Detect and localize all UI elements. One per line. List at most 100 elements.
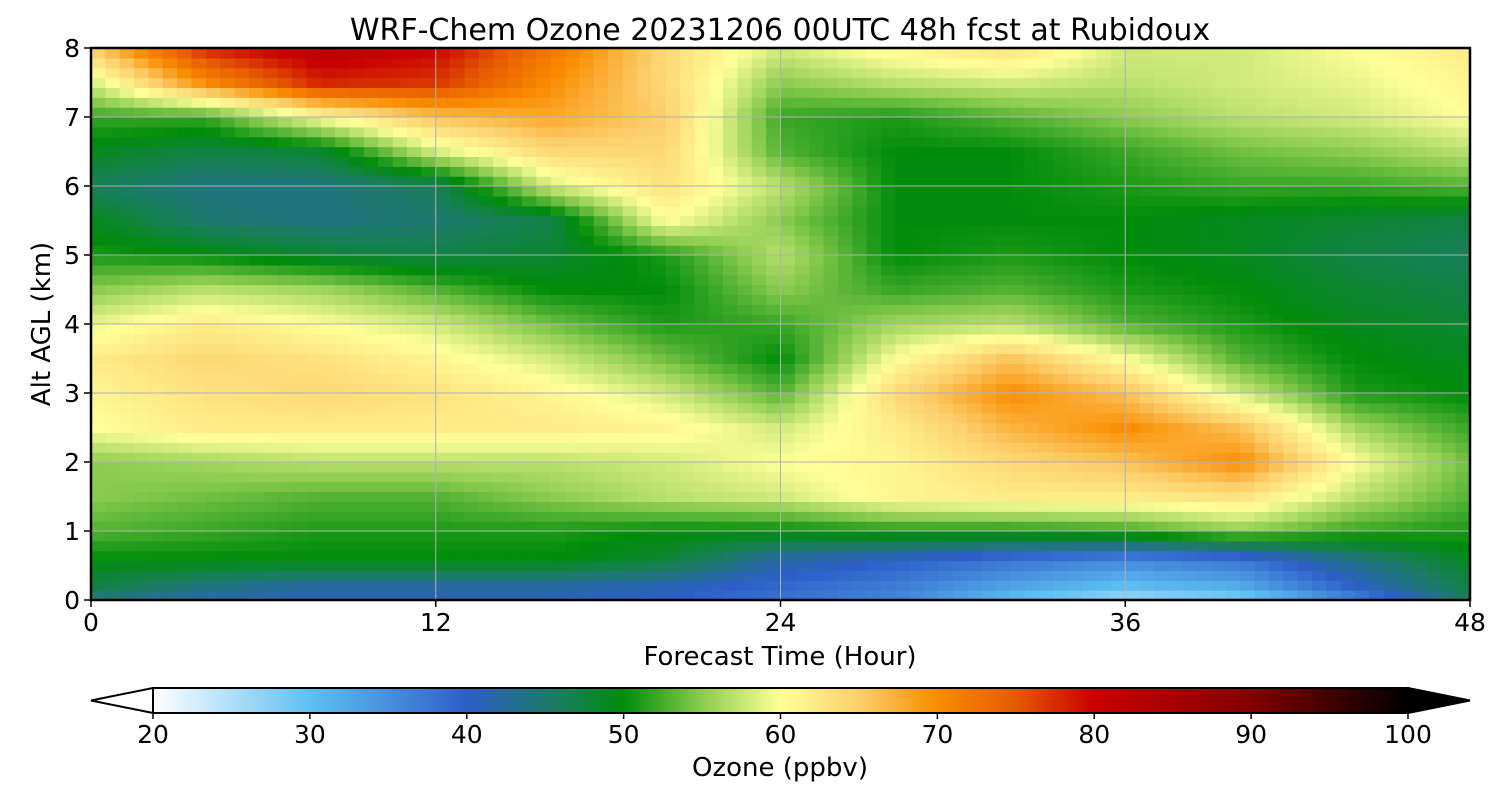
field-cell: [981, 126, 997, 138]
field-cell: [636, 166, 652, 177]
field-cell: [694, 540, 710, 552]
field-cell: [277, 343, 293, 355]
field-cell: [378, 481, 394, 493]
field-cell: [723, 304, 738, 315]
field-cell: [708, 235, 724, 246]
field-cell: [91, 550, 106, 562]
field-cell: [177, 570, 193, 581]
field-cell: [1024, 462, 1040, 473]
field-cell: [1426, 126, 1442, 138]
field-cell: [1096, 521, 1112, 532]
field-cell: [809, 511, 825, 522]
field-cell: [1139, 452, 1155, 463]
field-cell: [1254, 205, 1270, 217]
field-cell: [608, 580, 624, 591]
field-cell: [1096, 126, 1112, 138]
field-cell: [809, 314, 825, 325]
field-cell: [550, 126, 566, 138]
field-cell: [881, 343, 897, 355]
field-cell: [119, 452, 135, 463]
field-cell: [952, 255, 968, 266]
field-cell: [1096, 156, 1112, 167]
field-cell: [1283, 481, 1299, 493]
field-cell: [780, 402, 796, 414]
field-cell: [981, 156, 997, 167]
field-cell: [1225, 422, 1241, 434]
field-cell: [191, 491, 207, 503]
field-cell: [1326, 126, 1342, 138]
field-cell: [837, 363, 853, 374]
field-cell: [1297, 195, 1313, 207]
field-cell: [1096, 324, 1112, 335]
field-cell: [737, 126, 753, 138]
field-cell: [378, 580, 394, 591]
field-cell: [91, 264, 106, 276]
field-cell: [320, 245, 336, 256]
field-cell: [1283, 471, 1299, 483]
field-cell: [191, 412, 207, 424]
field-cell: [249, 540, 264, 552]
field-cell: [651, 186, 667, 197]
field-cell: [751, 195, 767, 207]
field-cell: [895, 136, 911, 148]
field-cell: [708, 432, 724, 443]
field-cell: [1197, 353, 1213, 365]
field-cell: [938, 353, 954, 365]
field-cell: [852, 570, 868, 581]
field-cell: [866, 550, 882, 562]
field-cell: [507, 284, 523, 296]
field-cell: [1412, 284, 1428, 296]
field-cell: [565, 225, 580, 236]
field-cell: [335, 462, 351, 473]
field-cell: [507, 343, 523, 355]
field-cell: [1240, 531, 1256, 542]
field-cell: [177, 235, 193, 246]
field-cell: [1168, 452, 1184, 463]
field-cell: [407, 146, 422, 158]
field-cell: [1010, 176, 1026, 187]
field-cell: [679, 314, 695, 325]
field-cell: [952, 294, 968, 305]
field-cell: [1455, 511, 1470, 522]
field-cell: [809, 176, 825, 187]
field-cell: [1010, 540, 1026, 552]
field-cell: [1211, 471, 1227, 483]
field-cell: [665, 353, 681, 365]
field-cell: [665, 136, 681, 148]
field-cell: [723, 412, 738, 424]
field-cell: [608, 97, 624, 108]
field-cell: [608, 343, 624, 355]
field-cell: [249, 205, 264, 217]
field-cell: [220, 176, 236, 187]
field-cell: [1139, 363, 1155, 374]
field-cell: [1283, 97, 1299, 108]
field-cell: [1426, 452, 1442, 463]
field-cell: [694, 186, 710, 197]
field-cell: [1340, 294, 1356, 305]
field-cell: [1426, 501, 1442, 512]
field-cell: [536, 412, 552, 424]
field-cell: [1326, 294, 1342, 305]
field-cell: [277, 471, 293, 483]
field-cell: [1355, 146, 1371, 158]
field-cell: [1010, 215, 1026, 227]
field-cell: [593, 383, 609, 394]
field-cell: [1225, 590, 1241, 600]
field-cell: [407, 186, 422, 197]
field-cell: [1297, 560, 1313, 572]
field-cell: [249, 176, 264, 187]
field-cell: [392, 580, 408, 591]
field-cell: [1412, 462, 1428, 473]
field-cell: [1010, 481, 1026, 493]
field-cell: [579, 284, 595, 296]
field-cell: [809, 294, 825, 305]
field-cell: [249, 531, 264, 542]
field-cell: [952, 195, 968, 207]
field-cell: [852, 580, 868, 591]
field-cell: [320, 255, 336, 266]
field-cell: [1311, 540, 1327, 552]
field-cell: [866, 136, 882, 148]
field-cell: [105, 107, 121, 118]
field-cell: [162, 590, 178, 600]
field-cell: [967, 412, 983, 424]
